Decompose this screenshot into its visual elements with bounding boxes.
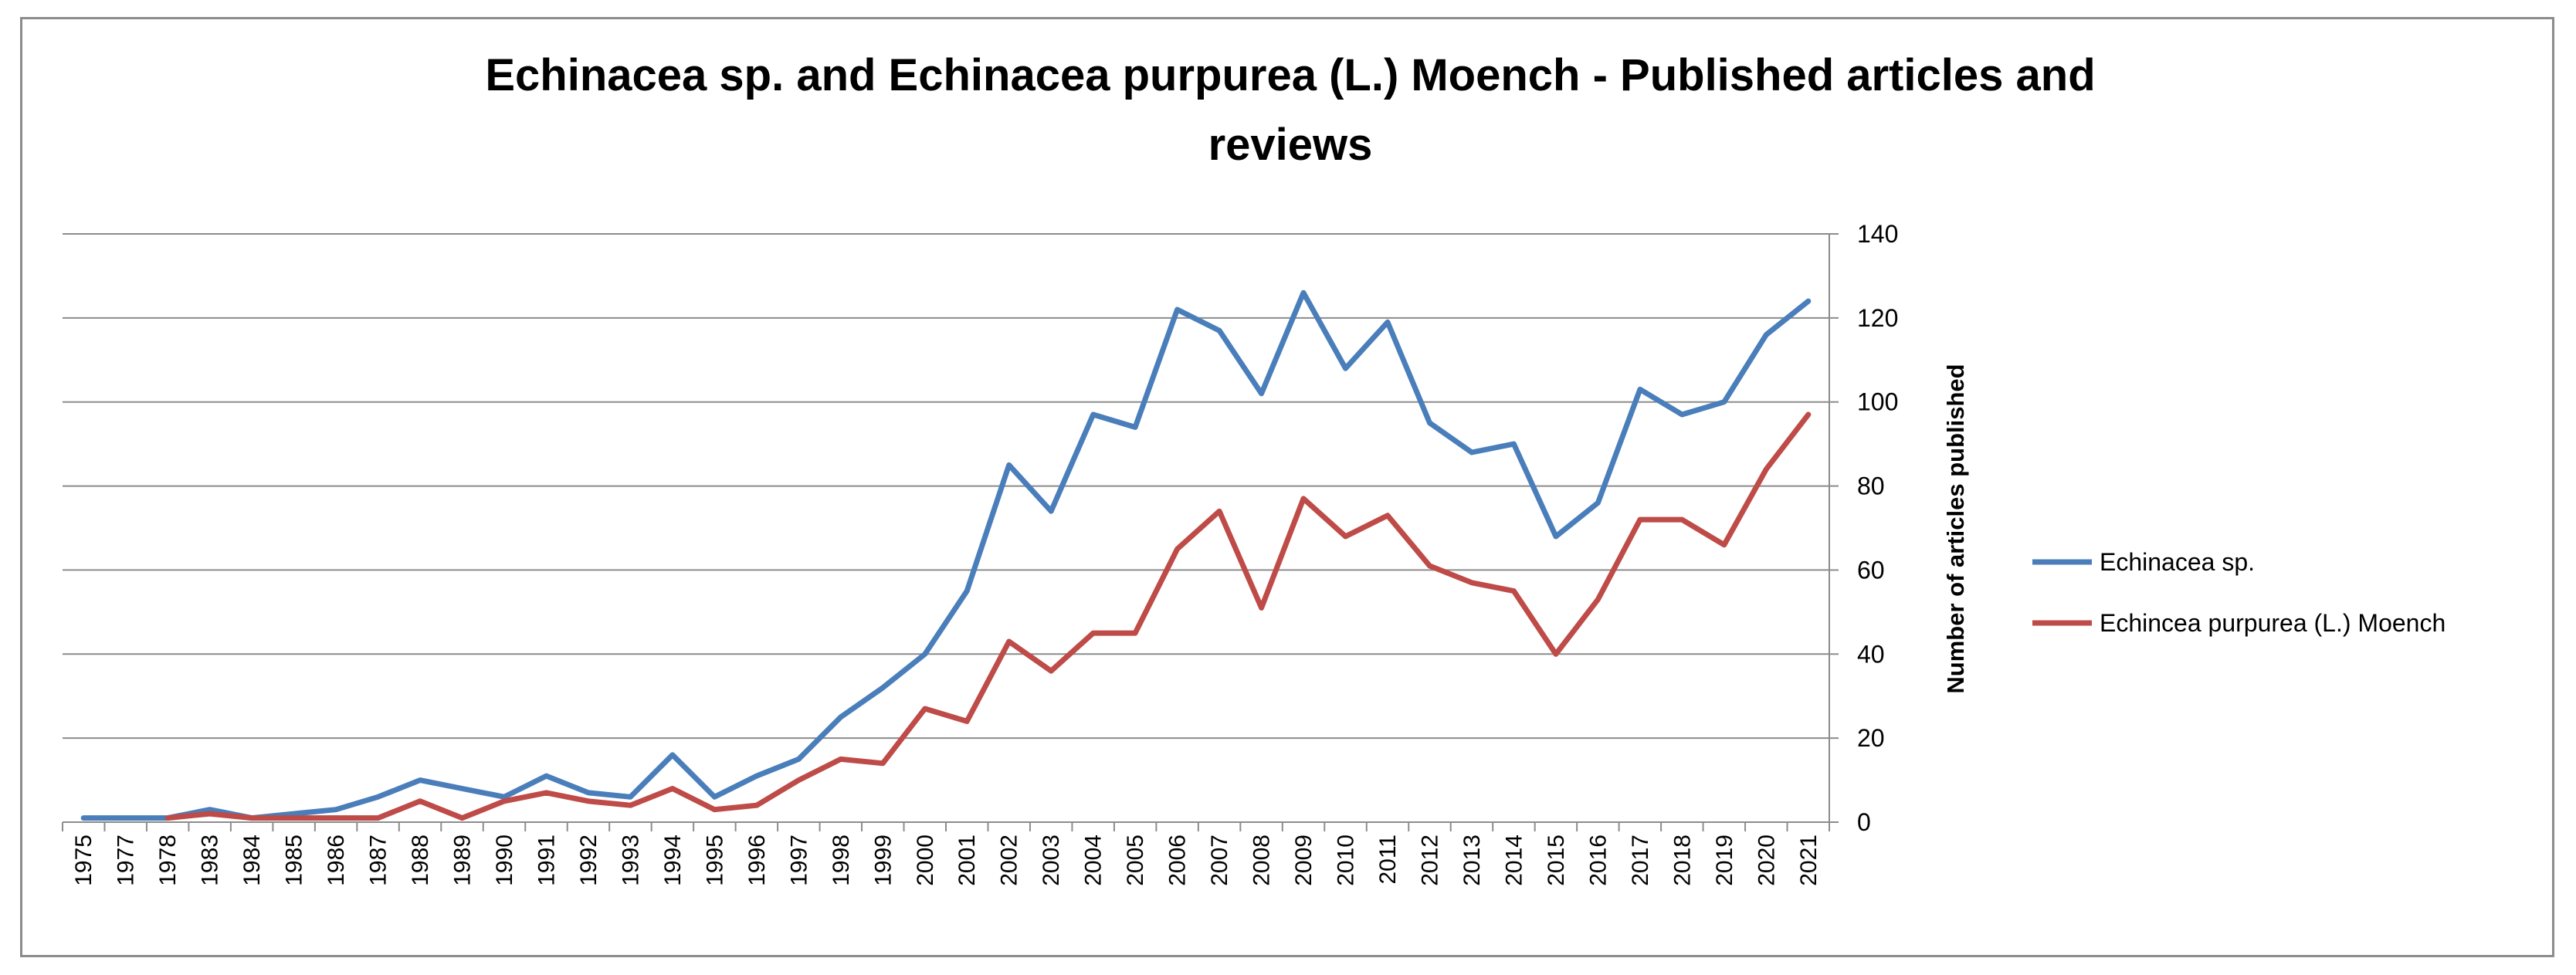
x-tick-label: 1988: [408, 835, 433, 886]
gridlines: [63, 233, 1829, 823]
x-tick-label: 2001: [954, 835, 980, 886]
x-tick-label: 1984: [239, 835, 265, 886]
x-tick-label: 2017: [1628, 835, 1653, 886]
x-tick-label: 2008: [1249, 835, 1275, 886]
x-tick-label: 1991: [534, 835, 559, 886]
y-tick-label: 60: [1857, 556, 1885, 584]
y-tick-label: 120: [1857, 304, 1898, 332]
series-line-0: [80, 289, 1812, 821]
x-tick-label: 2004: [1081, 835, 1107, 886]
x-tick-label: 2002: [997, 835, 1022, 886]
x-tick-label: 1985: [282, 835, 307, 886]
x-tick-label: 1978: [155, 835, 181, 886]
x-tick-label: 2018: [1669, 835, 1695, 886]
x-tick-label: 2010: [1334, 835, 1359, 886]
legend-label-0: Echinacea sp.: [2100, 548, 2255, 576]
y-tick-label: 0: [1857, 808, 1871, 836]
y-tick-label: 20: [1857, 724, 1885, 752]
x-tick-label: 1997: [786, 835, 812, 886]
x-tick-label: 1990: [492, 835, 517, 886]
x-tick-label: 1989: [450, 835, 476, 886]
x-tick-label: 2009: [1291, 835, 1317, 886]
y-axis-label: Number of articles published: [1942, 364, 1969, 693]
x-tick-label: 2015: [1544, 835, 1569, 886]
chart-title-line1: Echinacea sp. and Echinacea purpurea (L.…: [485, 50, 2095, 100]
chart-frame: Echinacea sp. and Echinacea purpurea (L.…: [20, 17, 2554, 957]
x-tick-label: 2019: [1712, 835, 1737, 886]
x-tick-label: 2005: [1123, 835, 1148, 886]
y-axis-ticks: 0 20 40 60 80 100 120 140: [1829, 220, 1898, 836]
x-tick-label: 2000: [913, 835, 938, 886]
x-tick-label: 1999: [870, 835, 896, 886]
x-tick-label: 1995: [702, 835, 727, 886]
x-tick-label: 2003: [1039, 835, 1064, 886]
x-tick-label: 1977: [114, 835, 139, 886]
x-tick-label: 2014: [1501, 835, 1527, 886]
x-tick-label: 1993: [618, 835, 643, 886]
x-tick-label: 1987: [366, 835, 391, 886]
x-axis: 1975 1977 1978 1983 1984 1985 1986 1987 1988 1989…: [62, 821, 1830, 886]
x-tick-label: 1975: [71, 835, 97, 886]
legend-label-1: Echincea purpurea (L.) Moench: [2100, 609, 2446, 637]
x-tick-label: 1983: [198, 835, 223, 886]
x-tick-label: 1996: [744, 835, 770, 886]
x-tick-label: 2016: [1585, 835, 1611, 886]
x-tick-label: 1986: [324, 835, 349, 886]
y-tick-label: 40: [1857, 640, 1885, 668]
legend: Echinacea sp. Echincea purpurea (L.) Moen…: [2032, 548, 2446, 637]
y-tick-label: 100: [1857, 388, 1898, 416]
x-tick-label: 2007: [1207, 835, 1232, 886]
x-tick-label: 2012: [1417, 835, 1442, 886]
chart-title-line2: reviews: [1208, 120, 1373, 170]
series-lines: [80, 289, 1812, 821]
x-tick-label: 2021: [1796, 835, 1822, 886]
series-line-1: [164, 411, 1812, 821]
x-tick-label: 2011: [1375, 835, 1401, 885]
y-tick-label: 140: [1857, 220, 1898, 248]
x-tick-label: 2020: [1754, 835, 1779, 886]
line-chart: Echinacea sp. and Echinacea purpurea (L.…: [62, 50, 2446, 886]
x-tick-label: 2006: [1165, 835, 1191, 886]
y-tick-label: 80: [1857, 472, 1885, 500]
x-tick-label: 1998: [829, 835, 854, 886]
x-tick-label: 1994: [660, 835, 686, 886]
x-tick-label: 1992: [576, 835, 602, 886]
x-tick-label: 2013: [1459, 835, 1485, 886]
